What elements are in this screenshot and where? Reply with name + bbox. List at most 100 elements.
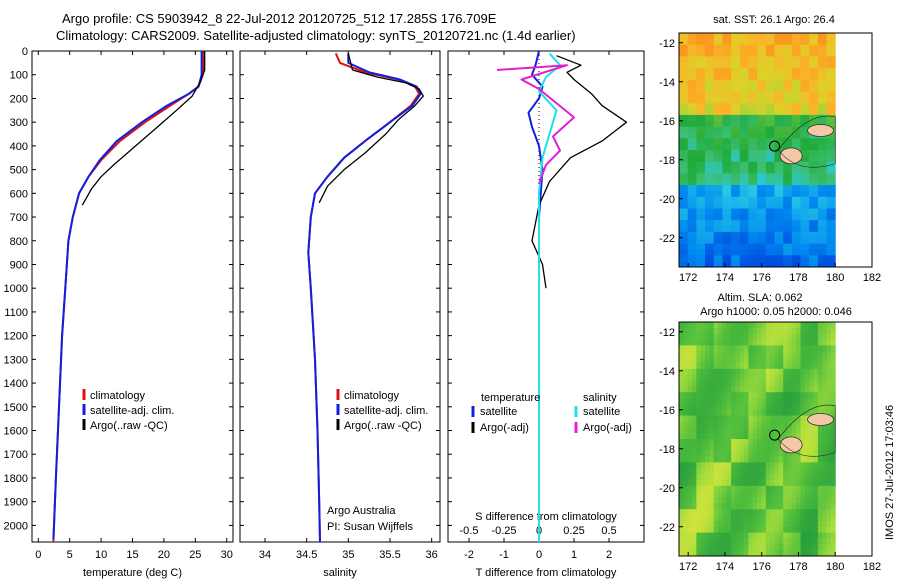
map-cell	[783, 120, 788, 128]
map-cell	[752, 120, 758, 128]
map-cell	[809, 497, 814, 504]
map-cell	[796, 491, 801, 498]
map-cell	[692, 550, 697, 557]
map-cell	[757, 362, 762, 370]
map-cell	[791, 56, 797, 63]
map-cell	[696, 509, 702, 516]
map-cell	[791, 220, 797, 227]
map-cell	[804, 255, 810, 262]
map-cell	[830, 509, 836, 516]
map-cell	[709, 161, 715, 168]
map-cell	[774, 167, 780, 174]
map-cell	[683, 439, 689, 446]
map-cell	[813, 109, 819, 116]
map-cell	[800, 97, 806, 104]
map-cell	[804, 479, 810, 487]
map-cell	[683, 474, 689, 481]
map-cell	[722, 44, 728, 51]
map-cell	[679, 220, 684, 227]
map-cell	[761, 409, 767, 417]
legend-label: satellite-adj. clim.	[90, 405, 174, 417]
map-cell	[713, 33, 719, 40]
x-tick-label: 10	[95, 549, 107, 561]
map-cell	[830, 261, 836, 268]
map-cell	[713, 243, 719, 250]
map-cell	[774, 68, 780, 75]
map-cell	[796, 485, 801, 493]
map-cell	[796, 220, 801, 227]
map-cell	[778, 392, 784, 399]
map-cell	[752, 444, 758, 452]
map-cell	[748, 333, 754, 340]
map-cell	[744, 38, 749, 46]
map-cell	[826, 479, 832, 487]
map-cell	[731, 220, 736, 227]
map-cell	[809, 398, 814, 405]
map-cell	[744, 132, 749, 139]
map-cell	[809, 68, 814, 75]
map-cell	[765, 109, 771, 116]
map-cell	[796, 167, 801, 174]
map-cell	[700, 208, 706, 215]
map-cell	[722, 214, 728, 221]
map-cell	[739, 167, 745, 174]
map-cell	[700, 398, 706, 405]
map-cell	[705, 409, 710, 417]
map-cell	[748, 439, 754, 446]
map-cell	[761, 509, 767, 516]
map-cell	[813, 368, 819, 376]
map-cell	[796, 196, 801, 204]
map-cell	[748, 456, 754, 463]
map-cell	[687, 550, 693, 557]
map-cell	[757, 155, 762, 163]
map-cell	[813, 144, 819, 151]
map-cell	[800, 444, 806, 452]
map-cell	[800, 509, 806, 516]
map-cell	[722, 515, 728, 522]
map-cell	[800, 322, 806, 329]
map-cell	[774, 468, 780, 475]
map-cell	[761, 190, 767, 198]
map-cell	[774, 185, 780, 192]
map-cell	[726, 261, 732, 268]
map-cell	[787, 462, 793, 469]
map-cell	[726, 208, 732, 215]
map-cell	[757, 450, 762, 457]
map-cell	[791, 409, 797, 417]
map-cell	[687, 214, 693, 221]
map-cell	[822, 450, 827, 457]
map-cell	[757, 409, 762, 417]
y-tick-label: -20	[659, 194, 675, 206]
map-cell	[800, 255, 806, 262]
map-cell	[787, 167, 793, 174]
map-cell	[735, 345, 741, 352]
map-cell	[822, 544, 827, 551]
map-cell	[713, 327, 719, 335]
map-cell	[752, 368, 758, 376]
map-cell	[778, 497, 784, 504]
map-cell	[705, 109, 710, 116]
map-cell	[791, 415, 797, 422]
map-cell	[770, 79, 775, 87]
map-cell	[713, 474, 719, 481]
map-cell	[744, 515, 749, 522]
map-cell	[826, 167, 832, 174]
map-cell	[739, 362, 745, 370]
map-cell	[696, 56, 702, 63]
map-cell	[679, 368, 684, 376]
map-cell	[813, 380, 819, 387]
map-cell	[692, 474, 697, 481]
map-cell	[722, 144, 728, 151]
map-cell	[731, 479, 736, 487]
map-cell	[744, 50, 749, 57]
map-cell	[705, 421, 710, 428]
map-cell	[705, 468, 710, 475]
map-cell	[817, 103, 823, 110]
map-cell	[722, 103, 728, 110]
map-cell	[765, 380, 771, 387]
series-line-2	[81, 51, 206, 206]
map-cell	[748, 479, 754, 487]
map-cell	[722, 427, 728, 434]
map-cell	[774, 544, 780, 551]
map-cell	[726, 114, 732, 122]
